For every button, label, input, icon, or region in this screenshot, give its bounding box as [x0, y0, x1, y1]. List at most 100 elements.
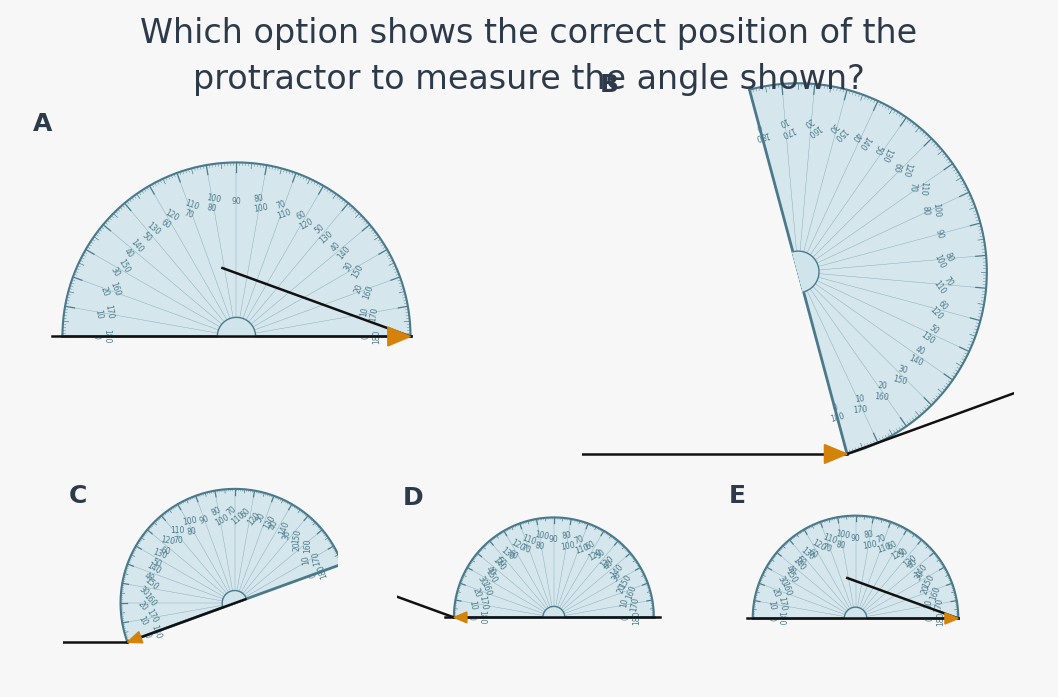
Polygon shape	[62, 162, 411, 337]
Text: 60
120: 60 120	[293, 208, 315, 231]
Text: 120
60: 120 60	[158, 208, 180, 231]
Text: 160
20: 160 20	[470, 581, 493, 601]
Text: 60
120: 60 120	[238, 504, 262, 528]
Text: 40
140: 40 140	[908, 344, 929, 367]
Text: 80
100: 80 100	[559, 530, 577, 552]
Text: 50
130: 50 130	[895, 545, 918, 569]
Text: 20
160: 20 160	[351, 280, 375, 300]
Text: 110
70: 110 70	[908, 180, 928, 196]
Text: 20
160: 20 160	[918, 581, 942, 602]
Text: 30
150: 30 150	[342, 258, 365, 280]
Text: 20
160: 20 160	[293, 539, 312, 553]
Text: 40
140: 40 140	[328, 238, 352, 261]
Text: 70
110: 70 110	[273, 198, 293, 222]
Text: 20
160: 20 160	[615, 581, 638, 601]
Text: 50
130: 50 130	[311, 221, 335, 245]
Text: 80
100: 80 100	[251, 193, 269, 215]
Text: 170
10: 170 10	[766, 596, 788, 613]
Text: D: D	[402, 487, 423, 510]
Text: 140
40: 140 40	[783, 556, 806, 579]
Text: 20
160: 20 160	[874, 381, 890, 402]
Text: 100
80: 100 80	[182, 516, 199, 537]
Text: 130
50: 130 50	[138, 221, 162, 245]
Text: A: A	[33, 112, 52, 136]
Text: 120
60: 120 60	[804, 537, 826, 561]
Polygon shape	[945, 613, 959, 624]
Text: 150
30: 150 30	[108, 258, 131, 280]
Polygon shape	[752, 516, 959, 618]
Text: 50
130: 50 130	[591, 546, 616, 570]
Polygon shape	[217, 317, 256, 337]
Text: 170
10: 170 10	[135, 607, 160, 629]
Text: 170
10: 170 10	[774, 114, 797, 138]
Text: 0
180: 0 180	[826, 401, 845, 424]
Text: 70
110: 70 110	[223, 503, 247, 527]
Text: 0
180: 0 180	[307, 562, 329, 583]
Polygon shape	[222, 590, 247, 607]
Text: 40
140: 40 140	[268, 516, 291, 537]
Text: 90: 90	[934, 228, 945, 240]
Text: 180
0: 180 0	[140, 623, 163, 643]
Text: 100
80: 100 80	[920, 202, 941, 218]
Text: 170
10: 170 10	[467, 595, 489, 613]
Text: 70
110: 70 110	[932, 273, 956, 296]
Polygon shape	[749, 83, 987, 454]
Text: 70
110: 70 110	[873, 532, 893, 555]
Text: 100
80: 100 80	[531, 530, 549, 552]
Text: 10
170: 10 170	[924, 596, 945, 613]
Text: 10
170: 10 170	[359, 304, 380, 322]
Text: 90: 90	[851, 535, 860, 543]
Text: 180
0: 180 0	[766, 611, 785, 626]
Text: 0
180: 0 180	[362, 329, 381, 344]
Text: 60
120: 60 120	[928, 298, 951, 321]
Text: 60
120: 60 120	[582, 538, 604, 562]
Text: 140
40: 140 40	[141, 561, 163, 585]
Text: 150
30: 150 30	[475, 567, 498, 590]
Text: 160
20: 160 20	[98, 280, 122, 300]
Polygon shape	[388, 327, 411, 346]
Polygon shape	[121, 489, 342, 642]
Polygon shape	[792, 251, 819, 292]
Text: C: C	[69, 484, 87, 507]
Text: 170
10: 170 10	[93, 304, 114, 322]
Polygon shape	[454, 517, 654, 618]
Text: 120
60: 120 60	[504, 538, 526, 562]
Polygon shape	[454, 612, 467, 623]
Polygon shape	[543, 606, 565, 618]
Text: 180
0: 180 0	[92, 329, 111, 344]
Text: 110
70: 110 70	[170, 526, 185, 545]
Text: 150
30: 150 30	[774, 567, 799, 590]
Text: 130
50: 130 50	[871, 141, 894, 163]
Text: 30
150: 30 150	[892, 364, 911, 386]
Text: 90: 90	[549, 535, 559, 544]
Text: 160
20: 160 20	[769, 581, 792, 602]
Text: 130
50: 130 50	[148, 547, 168, 570]
Text: 120
60: 120 60	[159, 535, 176, 557]
Text: 100
80: 100 80	[833, 529, 851, 551]
Text: 50
130: 50 130	[919, 321, 943, 346]
Text: 140
40: 140 40	[482, 556, 507, 579]
Text: Which option shows the correct position of the: Which option shows the correct position …	[141, 17, 917, 50]
Text: 150
30: 150 30	[824, 118, 849, 143]
Polygon shape	[824, 445, 847, 464]
Text: 10
170: 10 170	[619, 595, 641, 613]
Text: 50
130: 50 130	[253, 509, 277, 531]
Text: 80
100: 80 100	[860, 529, 878, 551]
Text: 80
100: 80 100	[932, 248, 955, 270]
Text: 180
0: 180 0	[751, 119, 770, 142]
Text: 80
100: 80 100	[208, 504, 231, 528]
Text: E: E	[729, 484, 746, 507]
Text: 30
150: 30 150	[912, 567, 936, 590]
Polygon shape	[127, 631, 143, 643]
Text: 30
150: 30 150	[280, 526, 303, 544]
Text: 60
120: 60 120	[884, 537, 907, 561]
Text: 140
40: 140 40	[847, 128, 872, 151]
Text: 30
150: 30 150	[609, 567, 633, 590]
Text: 140
40: 140 40	[121, 238, 145, 261]
Text: protractor to measure the angle shown?: protractor to measure the angle shown?	[193, 63, 865, 95]
Text: 120
60: 120 60	[891, 159, 913, 178]
Text: 10
170: 10 170	[852, 394, 869, 415]
Text: 10
170: 10 170	[300, 550, 323, 567]
Text: 70
110: 70 110	[570, 533, 590, 556]
Text: 0
180: 0 180	[622, 610, 641, 625]
